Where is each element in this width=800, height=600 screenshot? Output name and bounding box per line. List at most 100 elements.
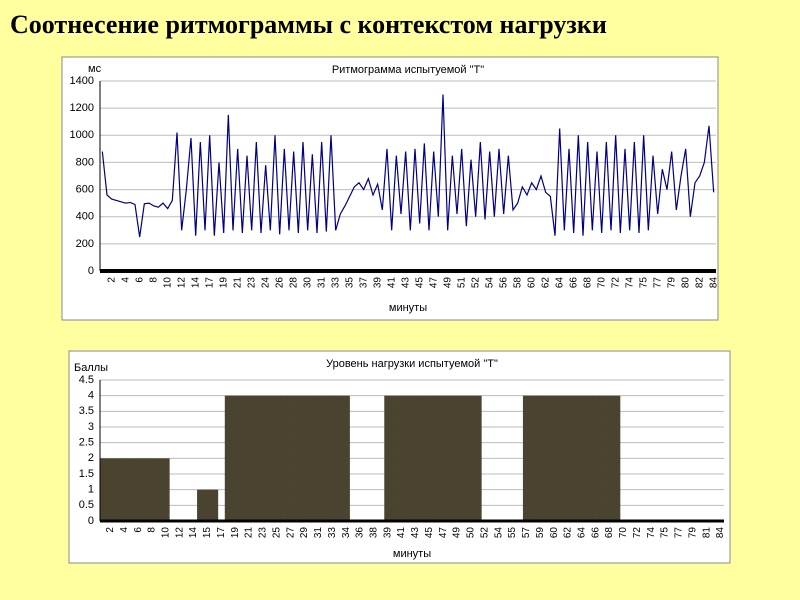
x-tick-label: 56	[498, 277, 509, 289]
x-tick-label: 31	[313, 527, 324, 539]
x-tick-label: 66	[590, 527, 601, 539]
bar	[134, 458, 142, 521]
bar	[141, 458, 149, 521]
bar	[432, 395, 441, 521]
x-tick-label: 43	[410, 527, 421, 539]
bar	[425, 395, 434, 521]
y-tick-label: 1400	[70, 75, 94, 87]
x-tick-label: 38	[369, 527, 380, 539]
bar	[273, 395, 281, 521]
y-tick-label: 600	[76, 183, 94, 195]
x-tick-label: 84	[708, 277, 719, 289]
x-tick-label: 74	[646, 527, 657, 539]
x-tick-label: 68	[582, 277, 593, 289]
x-tick-label: 62	[563, 527, 574, 539]
x-tick-label: 19	[218, 277, 229, 289]
x-tick-label: 72	[632, 527, 643, 539]
x-tick-label: 81	[701, 527, 712, 539]
x-tick-label: 70	[618, 527, 629, 539]
x-tick-label: 12	[174, 527, 185, 539]
bar	[453, 395, 461, 521]
x-tick-label: 47	[428, 277, 439, 289]
x-tick-label: 51	[456, 277, 467, 289]
bar	[127, 458, 135, 521]
rhythm-line	[101, 94, 715, 238]
x-tick-label: 27	[285, 527, 296, 539]
bar	[599, 395, 607, 521]
x-tick-label: 62	[540, 277, 551, 289]
y-tick-label: 3.5	[79, 405, 94, 417]
x-tick-label: 28	[288, 277, 299, 289]
bar	[592, 395, 600, 521]
x-tick-label: 33	[330, 277, 341, 289]
x-tick-label: 14	[188, 527, 199, 539]
bar	[398, 395, 406, 521]
y-axis-label: мс	[88, 63, 102, 75]
bar	[245, 395, 253, 521]
bar	[446, 395, 454, 521]
bar	[162, 458, 170, 521]
x-tick-label: 12	[176, 277, 187, 289]
chart-title: Уровень нагрузки испытуемой "T"	[326, 358, 498, 370]
x-tick-label: 54	[493, 527, 504, 539]
x-tick-label: 58	[512, 277, 523, 289]
bar	[294, 395, 302, 521]
bar	[564, 395, 572, 521]
y-tick-label: 0	[88, 265, 94, 277]
x-tick-label: 26	[274, 277, 285, 289]
x-tick-label: 30	[302, 277, 313, 289]
x-tick-label: 79	[666, 277, 677, 289]
x-tick-label: 45	[414, 277, 425, 289]
x-tick-label: 55	[507, 527, 518, 539]
x-tick-label: 75	[660, 527, 671, 539]
y-tick-label: 1000	[70, 129, 94, 141]
y-tick-label: 0.5	[79, 499, 94, 511]
x-tick-label: 49	[442, 277, 453, 289]
bar	[155, 458, 163, 521]
bar	[536, 395, 545, 521]
x-tick-label: 39	[382, 527, 393, 539]
x-tick-label: 54	[484, 277, 495, 289]
x-tick-label: 34	[341, 527, 352, 539]
x-tick-label: 8	[147, 527, 158, 533]
x-tick-label: 2	[106, 277, 117, 283]
x-tick-label: 33	[327, 527, 338, 539]
x-tick-label: 47	[438, 527, 449, 539]
bar	[321, 395, 330, 521]
x-tick-label: 6	[133, 527, 144, 533]
bar	[335, 395, 343, 521]
bar	[106, 458, 115, 521]
y-tick-label: 2	[88, 452, 94, 464]
bar	[467, 395, 475, 521]
x-axis-label: минуты	[389, 302, 427, 314]
x-tick-label: 36	[355, 527, 366, 539]
x-tick-label: 66	[568, 277, 579, 289]
x-tick-label: 77	[674, 527, 685, 539]
bar	[266, 395, 274, 521]
x-tick-label: 17	[216, 527, 227, 539]
x-tick-label: 2	[105, 527, 116, 533]
bar	[259, 395, 267, 521]
y-tick-label: 2.5	[79, 437, 94, 449]
y-tick-label: 400	[76, 211, 94, 223]
bar	[148, 458, 156, 521]
x-tick-label: 15	[202, 527, 213, 539]
x-tick-label: 52	[479, 527, 490, 539]
x-tick-label: 31	[316, 277, 327, 289]
bar	[439, 395, 447, 521]
x-tick-label: 84	[715, 527, 726, 539]
x-tick-label: 19	[230, 527, 241, 539]
bar	[405, 395, 413, 521]
bar	[301, 395, 309, 521]
bar	[543, 395, 551, 521]
bar	[529, 395, 538, 521]
slide-title: Соотнесение ритмограммы с контекстом наг…	[10, 10, 607, 39]
x-tick-label: 41	[386, 277, 397, 289]
x-tick-label: 77	[652, 277, 663, 289]
x-tick-label: 60	[549, 527, 560, 539]
x-tick-label: 10	[162, 277, 173, 289]
x-tick-label: 35	[344, 277, 355, 289]
bar	[571, 395, 579, 521]
